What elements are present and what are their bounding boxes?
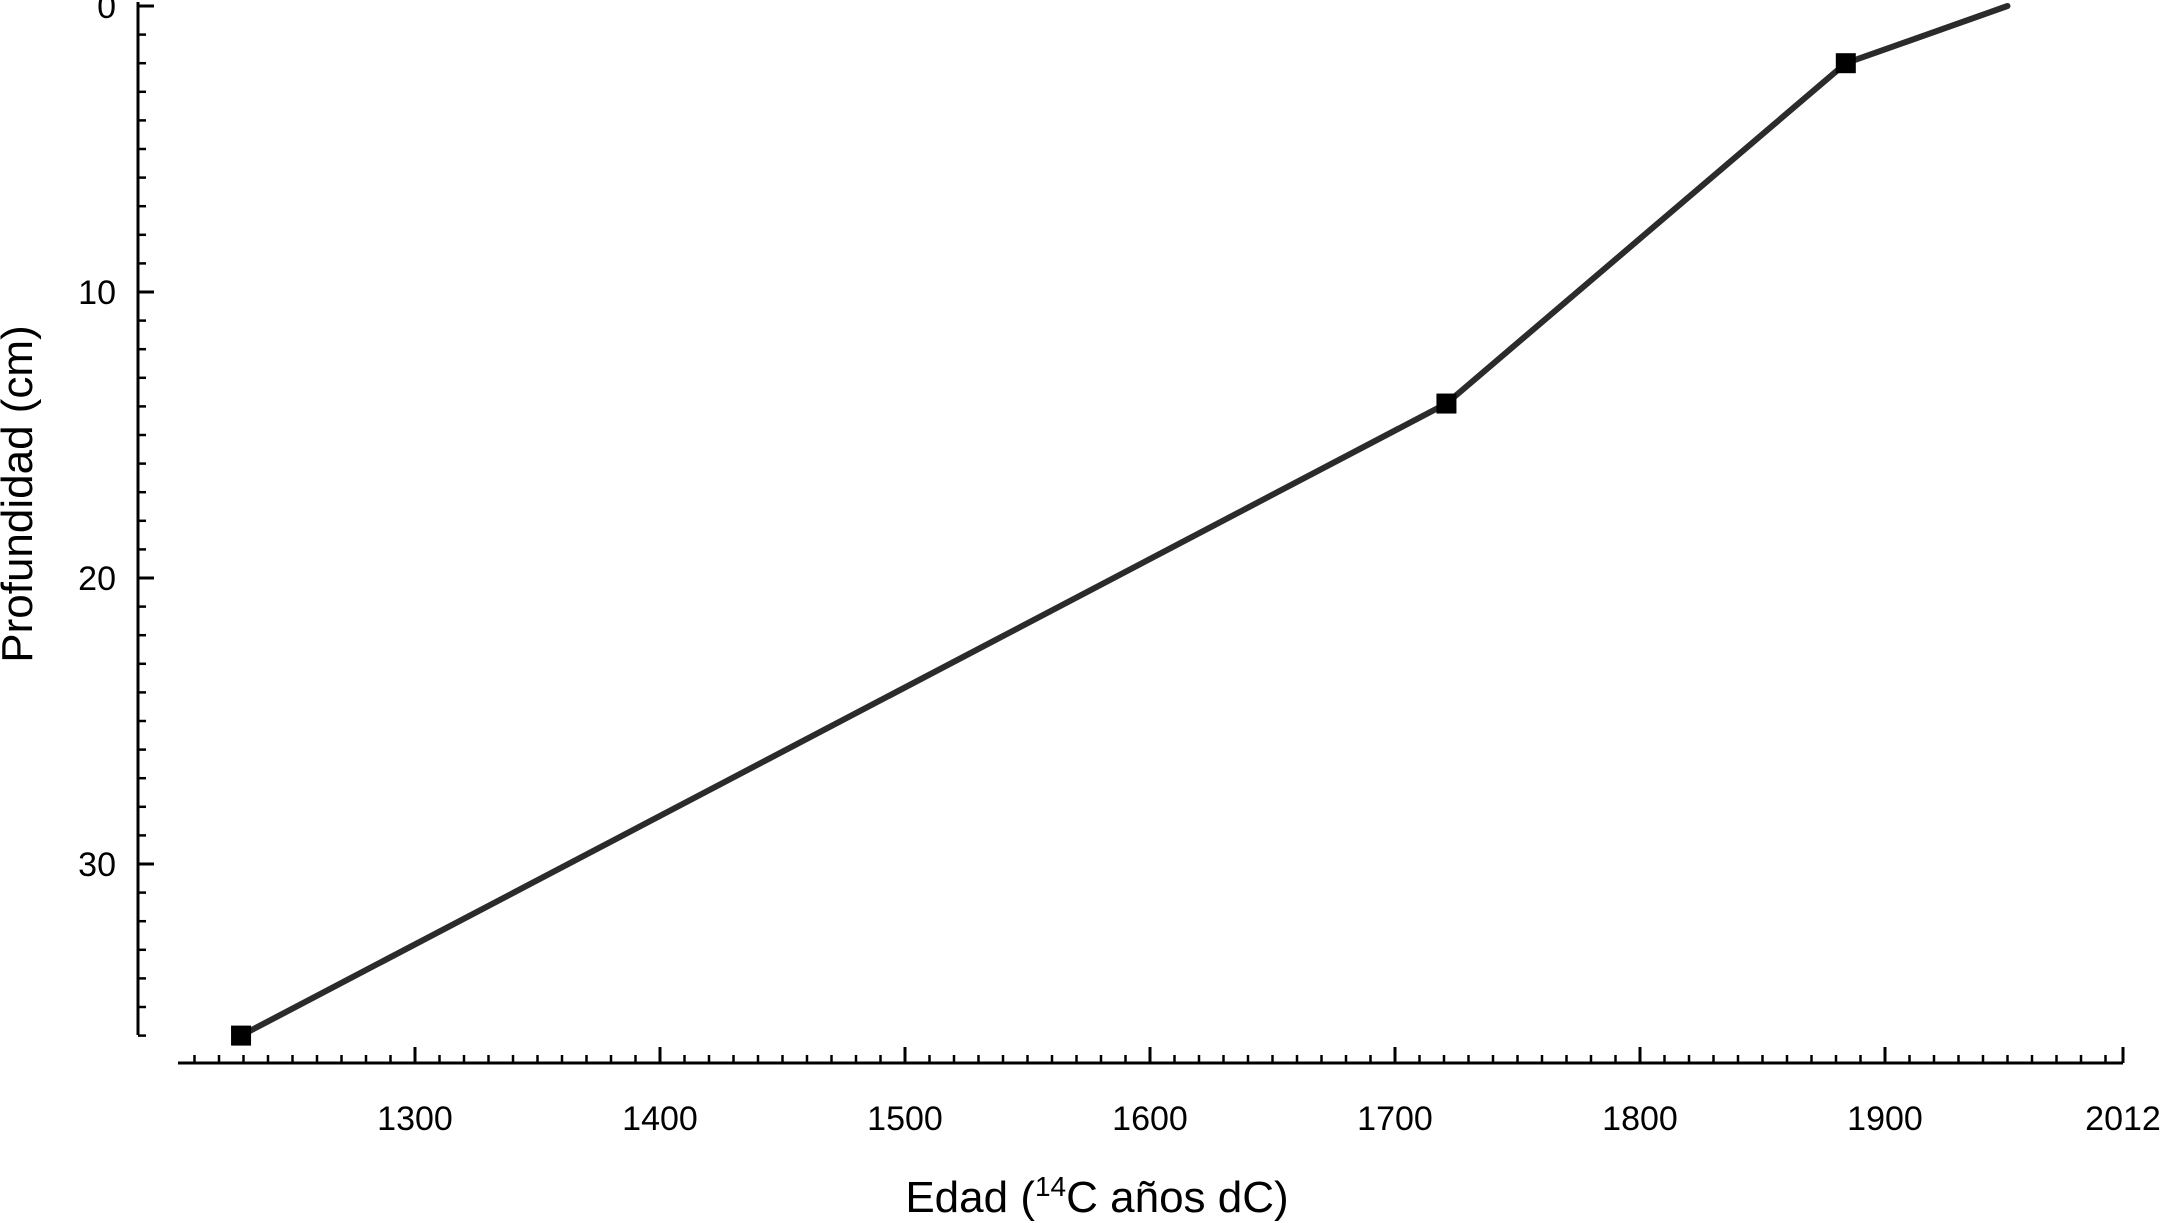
y-tick-label: 20 (78, 560, 116, 598)
y-tick-label: 10 (78, 274, 116, 312)
x-tick-label: 1800 (1602, 1100, 1678, 1138)
x-tick-label: 1500 (867, 1100, 943, 1138)
series-line (238, 3, 2011, 1039)
series-layer (231, 3, 2011, 1046)
x-tick-label: 1700 (1357, 1100, 1433, 1138)
x-axis: 1300 1400 1500 1600 1700 1800 1900 2012 (178, 1047, 2161, 1138)
y-axis: 0 10 20 30 (78, 0, 154, 1037)
x-tick-label: 2012 (2085, 1100, 2161, 1138)
x-axis-title-superscript: 14 (1035, 1171, 1066, 1202)
y-tick-label: 30 (78, 846, 116, 884)
y-tick-label: 0 (97, 0, 116, 26)
x-tick-label: 1300 (377, 1100, 453, 1138)
x-tick-label: 1400 (622, 1100, 698, 1138)
x-tick-label: 1600 (1112, 1100, 1188, 1138)
data-point-marker (1835, 53, 1856, 74)
x-axis-title-suffix: C años dC) (1066, 1173, 1289, 1222)
data-point-marker (231, 1025, 252, 1046)
y-axis-title: Profundidad (cm) (0, 325, 42, 662)
data-point-marker (1436, 393, 1457, 414)
x-tick-label: 1900 (1847, 1100, 1923, 1138)
x-axis-title-prefix: Edad ( (905, 1173, 1035, 1222)
x-axis-title: Edad (14C años dC) (905, 1171, 1288, 1222)
